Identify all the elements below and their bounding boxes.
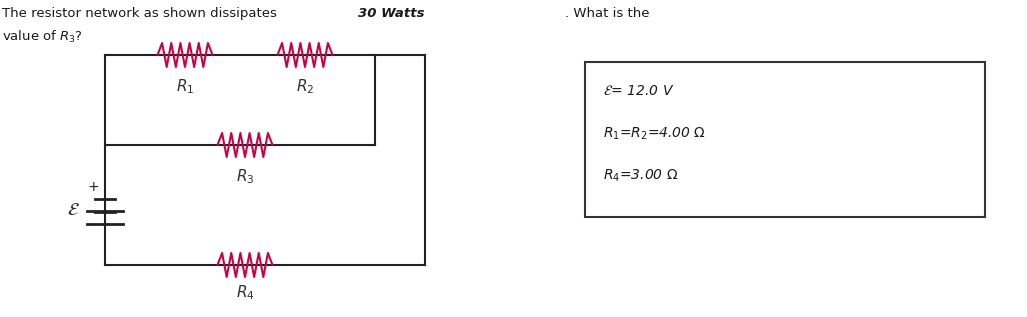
Text: $R_1$: $R_1$	[176, 77, 194, 96]
Text: . What is the: . What is the	[565, 7, 649, 20]
Text: $R_4$=3.00 $\Omega$: $R_4$=3.00 $\Omega$	[603, 168, 678, 184]
Text: $\mathcal{E}$= 12.0 V: $\mathcal{E}$= 12.0 V	[603, 84, 675, 98]
Text: value of $R_3$?: value of $R_3$?	[2, 29, 83, 45]
Text: +: +	[87, 180, 99, 194]
FancyBboxPatch shape	[585, 62, 985, 217]
Text: $R_2$: $R_2$	[296, 77, 314, 96]
Text: $R_1$=$R_2$=4.00 $\Omega$: $R_1$=$R_2$=4.00 $\Omega$	[603, 126, 707, 142]
Text: $R_3$: $R_3$	[236, 167, 255, 186]
Text: 30 Watts: 30 Watts	[358, 7, 424, 20]
Text: $\mathcal{E}$: $\mathcal{E}$	[67, 201, 79, 219]
Text: $R_4$: $R_4$	[235, 283, 255, 302]
Text: The resistor network as shown dissipates: The resistor network as shown dissipates	[2, 7, 281, 20]
